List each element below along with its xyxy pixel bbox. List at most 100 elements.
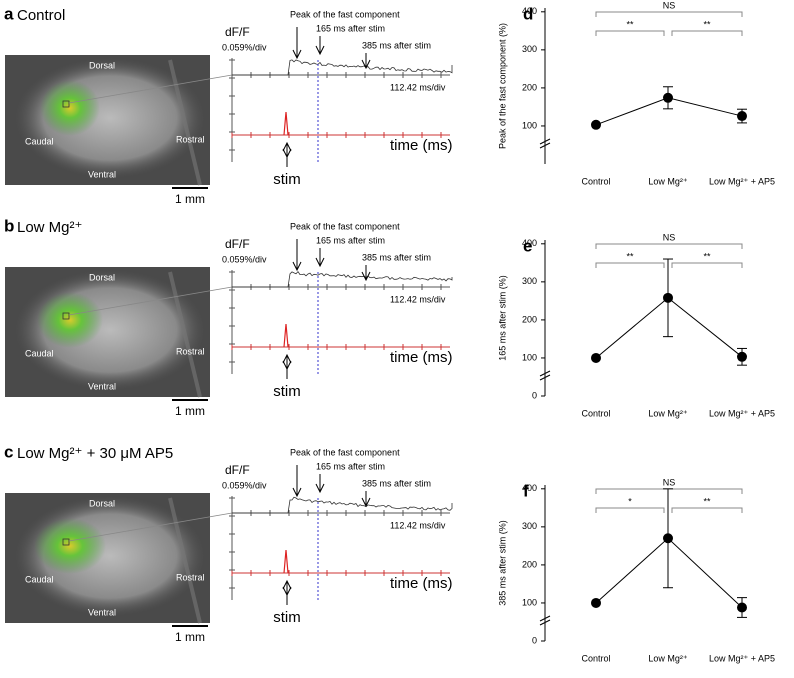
marker: [663, 292, 673, 303]
line: [595, 537, 743, 608]
x-tick-label: Control: [581, 408, 610, 418]
orientation-label: Dorsal: [89, 498, 115, 508]
significance: *: [628, 496, 632, 506]
x-tick-label: Low Mg²⁺ + AP5: [709, 176, 775, 186]
panel-letter: a: [4, 4, 14, 23]
y-tick-label: 400: [522, 238, 537, 248]
y-tick-label: 400: [522, 483, 537, 493]
trace: [232, 270, 453, 288]
stim-label: stim: [273, 383, 301, 400]
marker: [737, 602, 747, 613]
panel-letter: f: [523, 481, 529, 500]
stim-pulse: [283, 549, 289, 574]
panel-letter: c: [4, 442, 13, 461]
significance: **: [626, 251, 634, 261]
x-tick-label: Low Mg²⁺: [648, 176, 688, 186]
stim-arrow-head: [282, 579, 292, 590]
x-tick-label: Low Mg²⁺: [648, 653, 688, 663]
scale-label: 1 mm: [175, 404, 205, 418]
y-tick-label: 0: [532, 635, 537, 645]
bracket: [595, 30, 665, 36]
panel-letter: e: [523, 236, 532, 255]
panel-letter: b: [4, 216, 14, 235]
marker: [591, 119, 601, 130]
arrow-head: [292, 261, 302, 272]
y-tick-label: 400: [522, 6, 537, 16]
arrow-label: Peak of the fast component: [290, 221, 400, 231]
scale-label: 1 mm: [175, 630, 205, 644]
significance: **: [703, 496, 711, 506]
bracket: [595, 488, 743, 494]
scale-label: 1 mm: [175, 192, 205, 206]
bracket: [671, 262, 743, 268]
axis-break: [539, 138, 551, 149]
orientation-label: Caudal: [25, 136, 54, 146]
trace-y-label: dF/F: [225, 237, 250, 251]
panel-title: Low Mg²⁺: [17, 219, 82, 236]
roi-connector: [68, 74, 233, 104]
marker: [591, 597, 601, 608]
orientation-label: Ventral: [88, 169, 116, 179]
axis-break: [539, 615, 551, 626]
y-tick-label: 300: [522, 44, 537, 54]
arrow-label: Peak of the fast component: [290, 9, 400, 19]
bracket: [595, 262, 665, 268]
arrow-head: [361, 59, 371, 70]
marker: [737, 111, 747, 122]
trace-y-scale: 0.059%/div: [222, 42, 267, 52]
orientation-label: Ventral: [88, 607, 116, 617]
y-tick-label: 100: [522, 120, 537, 130]
stim-pulse: [283, 323, 289, 348]
significance: **: [626, 19, 634, 29]
fluorescence: [37, 292, 103, 348]
axis-break: [539, 370, 551, 381]
marker: [591, 352, 601, 363]
significance: NS: [663, 477, 676, 487]
y-tick-label: 300: [522, 276, 537, 286]
y-tick-label: 200: [522, 314, 537, 324]
trace-y-label: dF/F: [225, 463, 250, 477]
y-tick-label: 200: [522, 82, 537, 92]
significance: **: [703, 19, 711, 29]
y-tick-label: 100: [522, 352, 537, 362]
arrow-label: 165 ms after stim: [316, 461, 385, 471]
stim-arrow-head: [282, 353, 292, 364]
bracket: [671, 507, 743, 513]
panel-letter: d: [523, 4, 533, 23]
orientation-label: Caudal: [25, 574, 54, 584]
arrow-label: 385 ms after stim: [362, 252, 431, 262]
orientation-label: Dorsal: [89, 60, 115, 70]
bracket: [595, 507, 665, 513]
orientation-label: Rostral: [176, 134, 205, 144]
arrow-head: [292, 49, 302, 60]
bracket: [671, 30, 743, 36]
x-tick-label: Control: [581, 176, 610, 186]
line: [595, 297, 743, 359]
arrow-label: Peak of the fast component: [290, 447, 400, 457]
x-tick-label: Low Mg²⁺ + AP5: [709, 408, 775, 418]
orientation-label: Dorsal: [89, 272, 115, 282]
x-tick-label: Control: [581, 653, 610, 663]
panel-title: Low Mg²⁺ + 30 μM AP5: [17, 445, 173, 462]
significance: **: [703, 251, 711, 261]
orientation-label: Rostral: [176, 346, 205, 356]
roi-connector: [68, 512, 233, 542]
roi: [62, 538, 70, 546]
trace-y-scale: 0.059%/div: [222, 254, 267, 264]
y-tick-label: 200: [522, 559, 537, 569]
trace: [232, 59, 453, 76]
x-label: time (ms): [390, 349, 453, 366]
y-label: Peak of the fast component (%): [497, 23, 507, 149]
x-scale: 112.42 ms/div: [390, 520, 446, 530]
x-label: time (ms): [390, 575, 453, 592]
arrow-label: 165 ms after stim: [316, 23, 385, 33]
bracket: [595, 243, 743, 249]
stim-arrow-head: [282, 141, 292, 152]
orientation-label: Caudal: [25, 348, 54, 358]
x-scale: 112.42 ms/div: [390, 294, 446, 304]
y-label: 385 ms after stim (%): [497, 520, 507, 606]
stim-label: stim: [273, 609, 301, 626]
arrow-head: [315, 257, 325, 268]
arrow-head: [361, 497, 371, 508]
